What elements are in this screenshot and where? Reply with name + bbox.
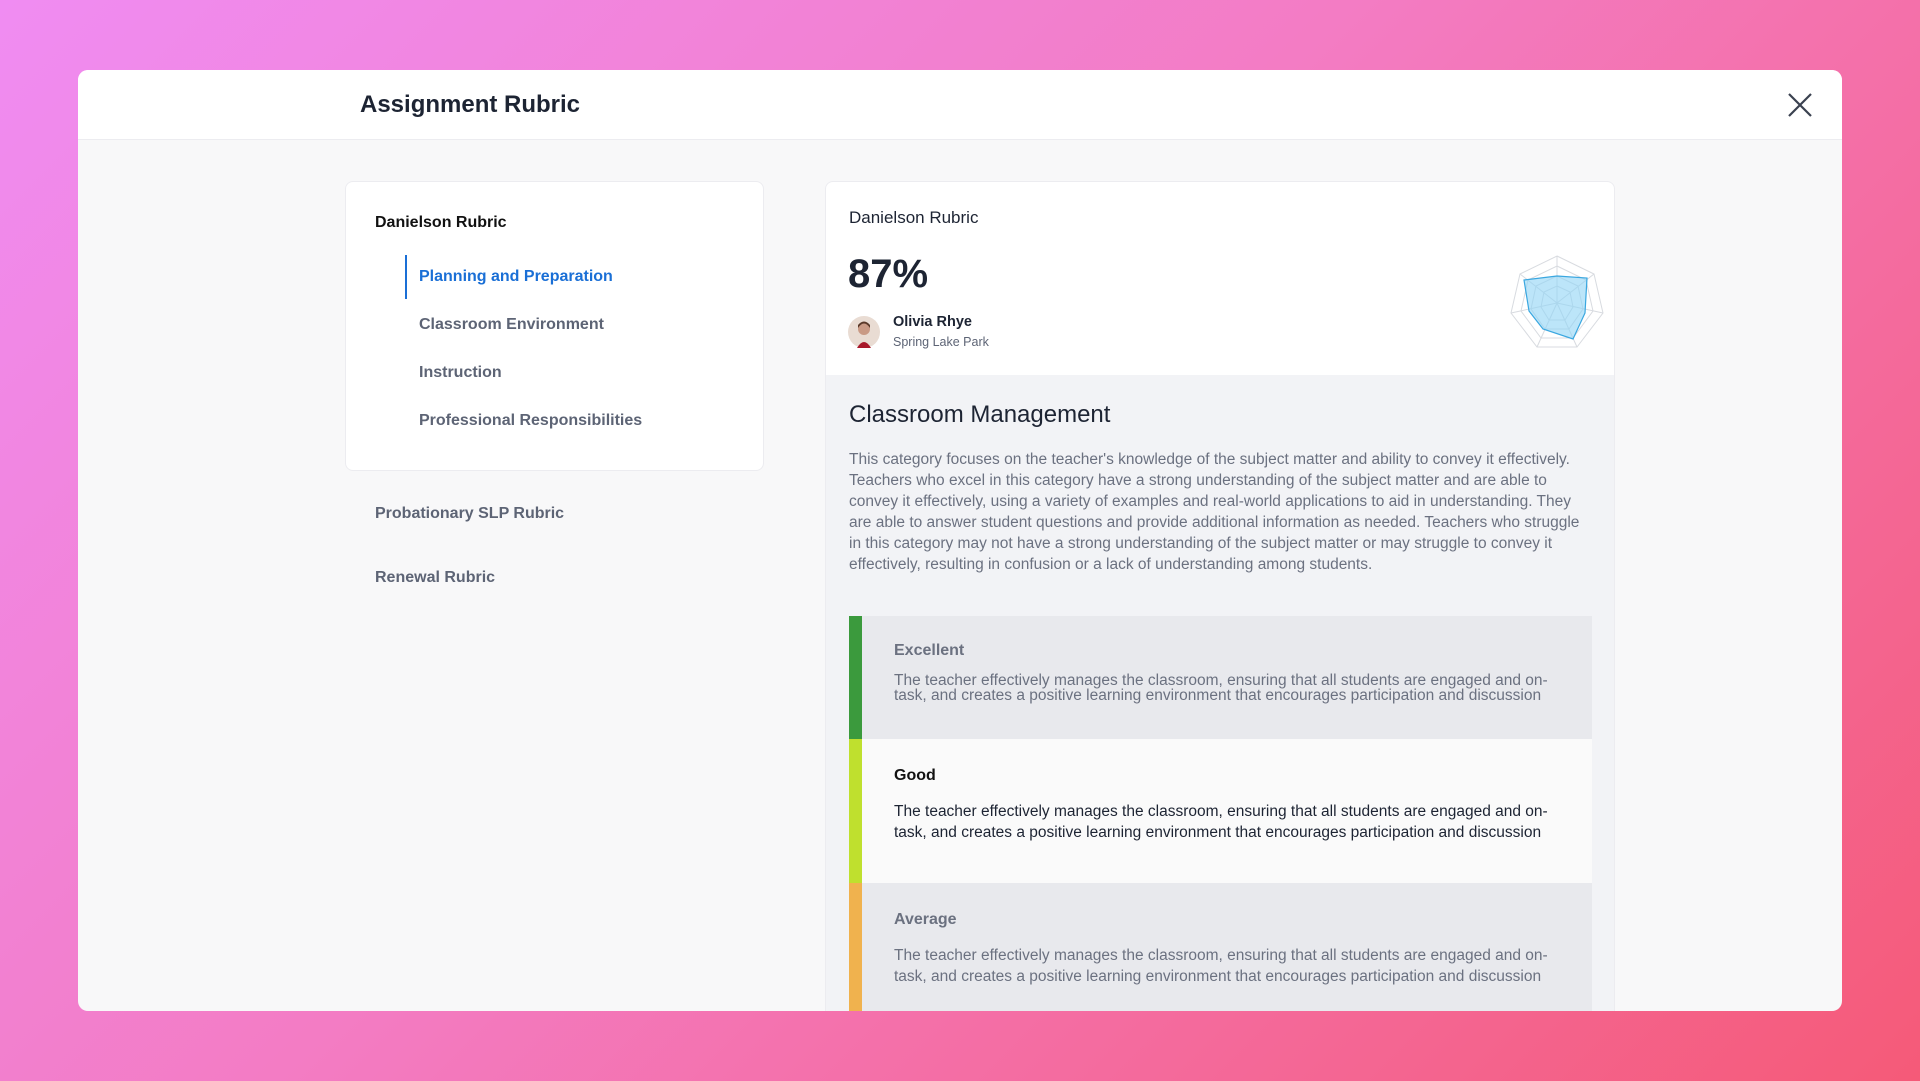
rubric-name: Danielson Rubric <box>849 208 979 227</box>
nav-item[interactable]: Planning and Preparation <box>419 268 613 285</box>
level-name: Good <box>894 767 936 784</box>
level-row[interactable]: Good The teacher effectively manages the… <box>849 739 1592 883</box>
score: 87% <box>848 252 929 296</box>
close-button[interactable] <box>1786 91 1814 119</box>
level-name: Excellent <box>894 642 965 659</box>
category-description: This category focuses on the teacher's k… <box>849 451 1580 573</box>
avatar <box>848 316 880 348</box>
level-text: The teacher effectively manages the clas… <box>894 672 1548 704</box>
category-section: Classroom Management This category focus… <box>826 375 1614 1011</box>
radar-chart <box>1510 255 1604 348</box>
person-name: Olivia Rhye <box>893 314 972 330</box>
nav-item[interactable]: Instruction <box>419 364 502 381</box>
rubric-detail-card: Danielson Rubric 87% Olivia Rhye Spring … <box>825 181 1615 1011</box>
rubric-link[interactable]: Probationary SLP Rubric <box>375 505 565 522</box>
nav-item[interactable]: Professional Responsibilities <box>419 412 643 429</box>
rubric-link[interactable]: Renewal Rubric <box>375 569 496 586</box>
nav-item[interactable]: Classroom Environment <box>419 316 604 333</box>
level-name: Average <box>894 911 957 928</box>
level-row[interactable]: Excellent The teacher effectively manage… <box>849 616 1592 739</box>
modal: Assignment Rubric Danielson Rubric Plann… <box>78 70 1842 1011</box>
level-row[interactable]: Average The teacher effectively manages … <box>849 883 1592 1011</box>
level-text: The teacher effectively manages the clas… <box>894 947 1548 985</box>
active-indicator <box>405 255 407 299</box>
title: Assignment Rubric <box>360 91 581 118</box>
category-title: Classroom Management <box>849 401 1111 428</box>
rubric-nav-card: Danielson Rubric Planning and Preparatio… <box>345 181 764 471</box>
modal-header: Assignment Rubric <box>78 70 1842 140</box>
rubric-title[interactable]: Danielson Rubric <box>375 214 507 231</box>
level-text: The teacher effectively manages the clas… <box>894 803 1548 841</box>
person-location: Spring Lake Park <box>893 335 989 349</box>
